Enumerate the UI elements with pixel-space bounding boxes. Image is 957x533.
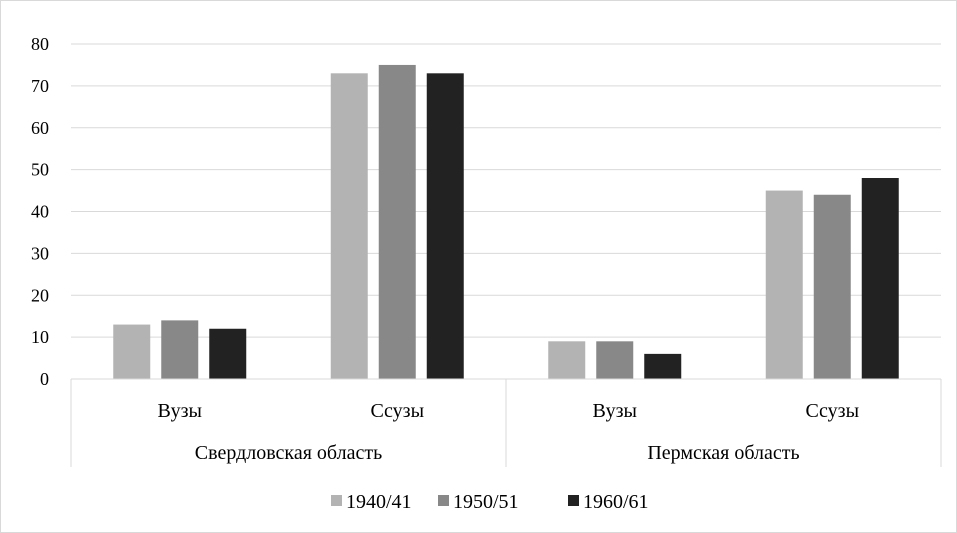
- y-axis-ticks: 0 10 20 30 40 50 60 70 80: [31, 34, 49, 389]
- x-axis: [70, 378, 942, 467]
- gridlines: [71, 43, 941, 338]
- bar-1940-41-cat-3: [765, 190, 803, 379]
- group-label: Свердловская область: [195, 442, 382, 464]
- y-tick-label: 60: [31, 118, 49, 138]
- bar-1940-41-cat-0: [113, 324, 151, 379]
- bar-1960-61-cat-1: [426, 73, 464, 379]
- legend-item: 1950/51: [438, 491, 519, 513]
- legend: 1940/41 1950/51 1960/61: [331, 491, 649, 513]
- legend-swatch: [438, 495, 449, 506]
- y-tick-label: 10: [31, 327, 49, 347]
- bar-1940-41-cat-2: [548, 341, 586, 379]
- bar-1950-51-cat-0: [161, 320, 199, 379]
- category-labels: Вузы Ссузы Вузы Ссузы Свердловская область Пе…: [158, 400, 859, 464]
- legend-swatch: [331, 495, 342, 506]
- bar-1940-41-cat-1: [330, 73, 368, 379]
- bar-1960-61-cat-3: [861, 178, 899, 379]
- legend-item: 1960/61: [568, 491, 649, 513]
- category-label: Вузы: [593, 400, 637, 422]
- bar-1960-61-cat-2: [644, 353, 682, 379]
- y-tick-label: 20: [31, 285, 49, 305]
- legend-label: 1940/41: [346, 491, 412, 513]
- y-tick-label: 80: [31, 34, 49, 54]
- category-label: Ссузы: [370, 400, 424, 422]
- legend-label: 1960/61: [583, 491, 649, 513]
- y-tick-label: 0: [40, 369, 49, 389]
- bar-1960-61-cat-0: [209, 328, 247, 379]
- y-tick-label: 70: [31, 76, 49, 96]
- legend-swatch: [568, 495, 579, 506]
- legend-item: 1940/41: [331, 491, 412, 513]
- bar-1950-51-cat-3: [813, 194, 851, 379]
- y-tick-label: 50: [31, 160, 49, 180]
- y-tick-label: 30: [31, 243, 49, 263]
- bar-1950-51-cat-2: [596, 341, 634, 379]
- category-label: Ссузы: [805, 400, 859, 422]
- group-label: Пермская область: [647, 442, 799, 464]
- bar-1950-51-cat-1: [378, 64, 416, 379]
- bars: [113, 64, 899, 379]
- y-tick-label: 40: [31, 202, 49, 222]
- category-label: Вузы: [158, 400, 202, 422]
- legend-label: 1950/51: [453, 491, 519, 513]
